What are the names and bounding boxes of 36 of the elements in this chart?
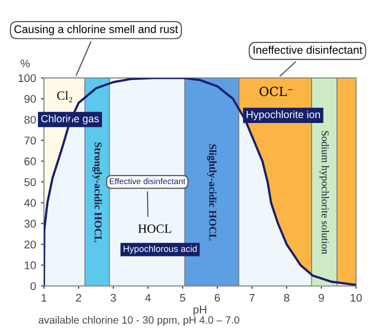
x-tick-label: 8 xyxy=(284,294,290,302)
text: Causing a chlorine smell and rust xyxy=(14,24,178,36)
y-axis-title: % xyxy=(20,60,30,68)
x-tick-label: 1 xyxy=(42,294,46,302)
annotation: HOCL xyxy=(138,224,172,233)
y-tick-label: 10 xyxy=(24,261,36,270)
band-label: Slightly-acidic HOCL xyxy=(207,144,217,240)
annotation: OCL⁻ xyxy=(260,86,293,96)
text: Ineffective disinfectant xyxy=(254,46,362,54)
y-tick-label: 40 xyxy=(24,199,36,207)
x-tick-label: 6 xyxy=(214,294,220,302)
annotation: Hypochlorous acid xyxy=(124,245,197,254)
x-tick-label: 10 xyxy=(350,294,362,302)
annotation: Hypochlorite ion xyxy=(246,110,320,120)
y-tick-label: 30 xyxy=(24,220,36,228)
y-tick-label: 90 xyxy=(24,95,36,103)
y-tick-label: 100 xyxy=(18,74,36,82)
x-axis-title: pH xyxy=(194,306,206,316)
y-tick-label: 80 xyxy=(24,116,36,124)
annotation: Cl₂ xyxy=(57,91,72,102)
annotation: Effective disinfectant xyxy=(110,178,186,184)
y-tick-label: 20 xyxy=(24,240,36,248)
y-tick-label: 70 xyxy=(24,136,36,144)
x-tick-label: 5 xyxy=(180,294,186,302)
y-tick-label: 60 xyxy=(24,157,36,166)
annotation: Chlorine gas xyxy=(41,114,99,124)
band-label: Sodium hypochlorite solution xyxy=(320,131,330,254)
band-label: Strongly-acidic HOCL xyxy=(92,142,102,242)
text: available chlorine 10 - 30 ppm, pH 4.0 – 7.0 xyxy=(38,316,240,326)
y-tick-label: 50 xyxy=(24,178,36,186)
x-tick-label: 2 xyxy=(76,294,82,302)
y-tick-label: 0 xyxy=(30,282,36,290)
x-tick-label: 9 xyxy=(318,294,324,302)
x-tick-label: 7 xyxy=(249,294,255,302)
x-tick-label: 3 xyxy=(110,294,116,302)
x-tick-label: 4 xyxy=(145,294,151,302)
